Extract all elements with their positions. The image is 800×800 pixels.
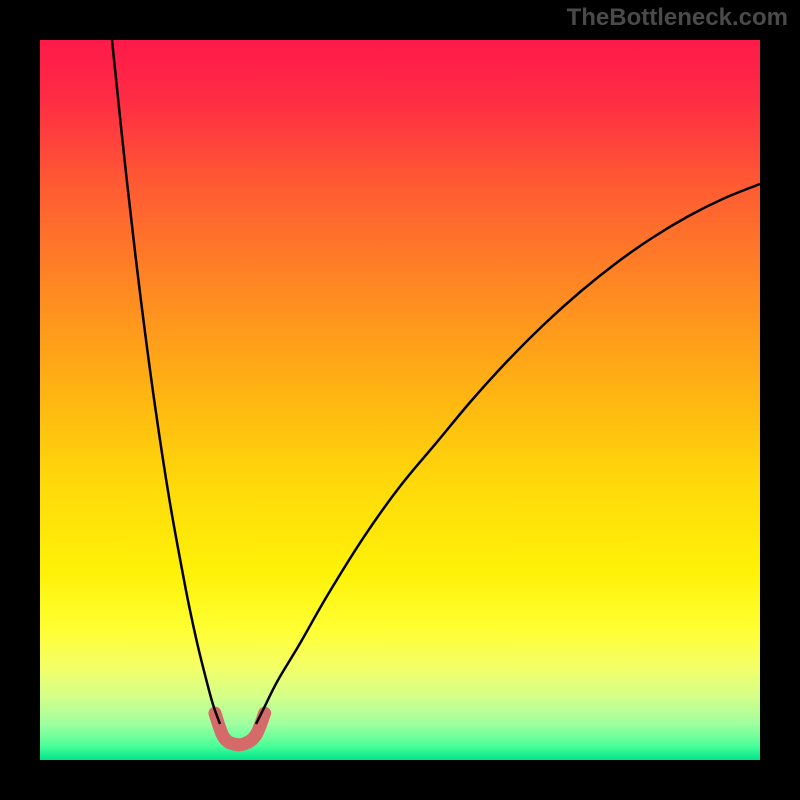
chart-container: TheBottleneck.com — [0, 0, 800, 800]
plot-background — [40, 40, 760, 760]
watermark-text: TheBottleneck.com — [567, 4, 788, 32]
bottleneck-chart — [0, 0, 800, 800]
